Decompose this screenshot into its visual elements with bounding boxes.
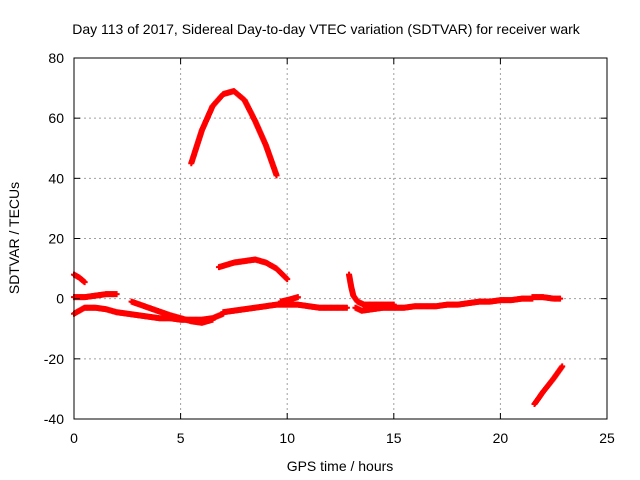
data-point — [294, 294, 301, 301]
series-arc-5 — [188, 88, 280, 179]
series-arc-4 — [128, 298, 216, 326]
x-tick-label: 5 — [177, 430, 185, 446]
x-tick-label: 25 — [599, 430, 615, 446]
x-tick-label: 0 — [70, 430, 78, 446]
series-arc-12 — [531, 363, 566, 407]
data-point — [284, 276, 291, 283]
y-axis-label: SDTVAR / TECUs — [6, 182, 22, 294]
series-arc-8 — [277, 294, 301, 305]
chart-title: Day 113 of 2017, Sidereal Day-to-day VTE… — [72, 21, 581, 37]
data-point — [113, 291, 120, 298]
data-point — [81, 279, 88, 286]
series-arc-11 — [529, 294, 564, 302]
series-arc-7 — [220, 301, 350, 316]
y-tick-label: -20 — [44, 351, 64, 367]
y-tick-label: 60 — [48, 110, 64, 126]
series-arc-10 — [352, 295, 536, 314]
y-tick-label: 20 — [48, 231, 64, 247]
axis-ticks: 0 5 10 15 20 25 -40 -20 0 20 40 60 80 — [44, 50, 615, 446]
x-tick-label: 10 — [279, 430, 295, 446]
x-tick-label: 20 — [493, 430, 509, 446]
y-tick-label: 40 — [48, 170, 64, 186]
data-point — [559, 363, 566, 370]
data-point — [273, 172, 280, 179]
grid — [74, 58, 607, 419]
x-tick-label: 15 — [386, 430, 402, 446]
series-arc-1 — [71, 271, 88, 286]
y-tick-label: 0 — [56, 291, 64, 307]
x-axis-label: GPS time / hours — [287, 458, 394, 474]
data-points — [71, 88, 566, 407]
y-tick-label: -40 — [44, 411, 64, 427]
series-arc-6 — [215, 256, 291, 283]
y-tick-label: 80 — [48, 50, 64, 66]
data-point — [209, 316, 216, 323]
series-arc-9 — [346, 271, 397, 308]
data-point — [557, 295, 564, 302]
data-point — [343, 304, 350, 311]
series-arc-2 — [71, 291, 120, 301]
